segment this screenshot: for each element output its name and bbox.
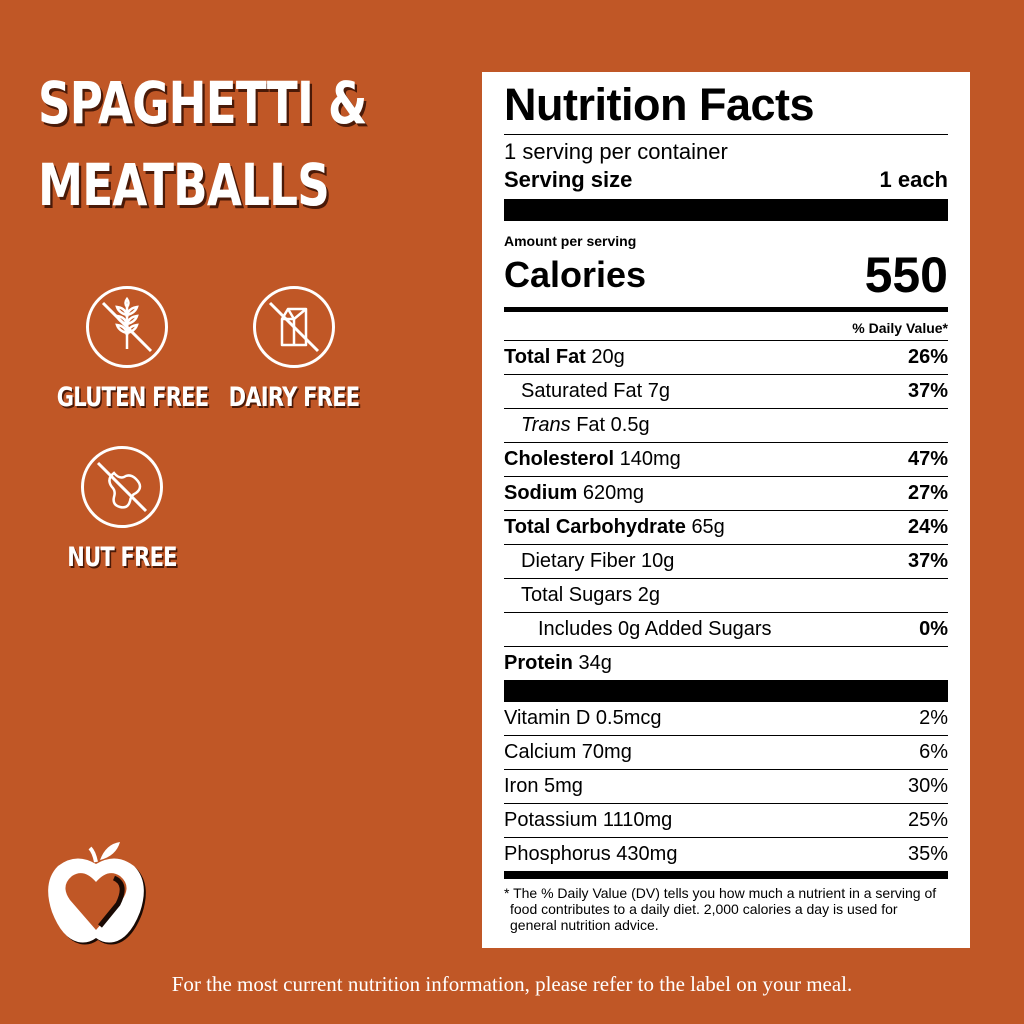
- vitamin-name: Calcium 70mg: [504, 741, 632, 763]
- vitamin-row: Calcium 70mg 6%: [504, 736, 948, 770]
- nutrient-row: Cholesterol 140mg 47%: [504, 443, 948, 477]
- nut-free-badge: NUT FREE: [32, 446, 212, 573]
- nutrient-amount: 65g: [691, 516, 725, 538]
- nutrient-row: Protein 34g: [504, 647, 948, 680]
- nutrient-row: Total Fat 20g 26%: [504, 341, 948, 375]
- nutrient-dv: 26%: [907, 346, 948, 368]
- nutrient-name: Total Carbohydrate: [504, 516, 686, 538]
- nutrient-name: Trans: [521, 414, 571, 436]
- nutrient-name: Total Fat: [504, 346, 586, 368]
- vitamin-name: Iron 5mg: [504, 775, 583, 797]
- nutrient-name: Total Sugars: [521, 584, 633, 606]
- nutrient-name: Cholesterol: [504, 448, 615, 470]
- milk-carton-crossed-icon: [253, 286, 335, 368]
- nutrient-amount: 140mg: [619, 448, 681, 470]
- vitamin-name: Vitamin D 0.5mcg: [504, 707, 662, 729]
- badge-label: GLUTEN FREE: [56, 382, 209, 413]
- vitamin-dv: 6%: [919, 741, 948, 763]
- nutrient-name: Sodium: [504, 482, 578, 504]
- servings-per-container: 1 serving per container: [504, 139, 728, 164]
- divider-medium: [504, 871, 948, 879]
- nutrient-row: Dietary Fiber 10g 37%: [504, 545, 948, 579]
- vitamin-dv: 35%: [907, 843, 948, 865]
- nutrient-name: Protein: [504, 652, 573, 674]
- vitamin-row: Vitamin D 0.5mcg 2%: [504, 702, 948, 736]
- nutrient-name: Includes 0g Added Sugars: [538, 618, 772, 640]
- divider-thick: [504, 680, 948, 702]
- calories-row: Calories 550: [504, 249, 948, 301]
- nutrient-name-suffix: Fat: [576, 414, 606, 436]
- wheat-crossed-icon: [86, 286, 168, 368]
- vitamin-row: Iron 5mg 30%: [504, 770, 948, 804]
- vitamin-row: Potassium 1110mg 25%: [504, 804, 948, 838]
- divider-thick: [504, 199, 948, 221]
- calories-value: 550: [864, 247, 948, 303]
- nutrient-row: Sodium 620mg 27%: [504, 477, 948, 511]
- vitamin-dv: 30%: [907, 775, 948, 797]
- nutrient-row: Total Carbohydrate 65g 24%: [504, 511, 948, 545]
- badge-label: NUT FREE: [67, 542, 177, 573]
- serving-size-label: Serving size: [504, 167, 633, 192]
- nutrient-amount: 10g: [641, 550, 675, 572]
- product-title-line2: MEATBALLS: [38, 151, 330, 219]
- nutrient-row: Trans Fat 0.5g: [504, 409, 948, 443]
- nutrient-dv: 37%: [907, 380, 948, 402]
- daily-value-header: % Daily Value*: [504, 312, 948, 341]
- nutrient-dv: 47%: [907, 448, 948, 470]
- footer-note: For the most current nutrition informati…: [171, 972, 853, 996]
- nutrient-amount: 0.5g: [610, 414, 650, 436]
- nutrient-dv: 0%: [919, 618, 948, 640]
- vitamin-row: Phosphorus 430mg 35%: [504, 838, 948, 871]
- nutrient-name: Saturated Fat: [521, 380, 643, 402]
- product-title: SPAGHETTI & MEATBALLS: [38, 62, 368, 226]
- vitamin-dv: 25%: [907, 809, 948, 831]
- nutrient-dv: 37%: [907, 550, 948, 572]
- calories-label: Calories: [504, 254, 647, 295]
- amount-per-serving: Amount per serving: [504, 233, 637, 249]
- nutrient-row: Total Sugars 2g: [504, 579, 948, 613]
- nutrient-amount: 34g: [578, 652, 612, 674]
- vitamin-dv: 2%: [919, 707, 948, 729]
- vitamin-name: Phosphorus 430mg: [504, 843, 678, 865]
- peanut-crossed-icon: [81, 446, 163, 528]
- nutrient-row: Saturated Fat 7g 37%: [504, 375, 948, 409]
- badge-label: DAIRY FREE: [228, 382, 361, 413]
- product-title-line1: SPAGHETTI &: [38, 69, 368, 137]
- dairy-free-badge: DAIRY FREE: [204, 286, 384, 413]
- nutrient-amount: 7g: [647, 380, 670, 402]
- gluten-free-badge: GLUTEN FREE: [37, 286, 217, 413]
- nutrition-facts-label: Nutrition Facts 1 serving per container …: [482, 72, 970, 948]
- divider: [504, 134, 948, 135]
- nutrient-name: Dietary Fiber: [521, 550, 636, 572]
- label-title: Nutrition Facts: [504, 79, 815, 130]
- nutrient-dv: 24%: [907, 516, 948, 538]
- nutrient-row: Includes 0g Added Sugars 0%: [504, 613, 948, 647]
- nutrient-amount: 620mg: [582, 482, 645, 504]
- apple-heart-logo: [48, 838, 148, 955]
- nutrient-dv: 27%: [907, 482, 948, 504]
- vitamin-name: Potassium 1110mg: [504, 809, 673, 831]
- serving-size-value: 1 each: [879, 167, 949, 192]
- nutrient-amount: 20g: [591, 346, 625, 368]
- daily-value-footnote: * The % Daily Value (DV) tells you how m…: [504, 885, 937, 933]
- nutrient-amount: 2g: [637, 584, 660, 606]
- divider-medium: [504, 307, 948, 312]
- serving-size-row: Serving size 1 each: [504, 165, 948, 195]
